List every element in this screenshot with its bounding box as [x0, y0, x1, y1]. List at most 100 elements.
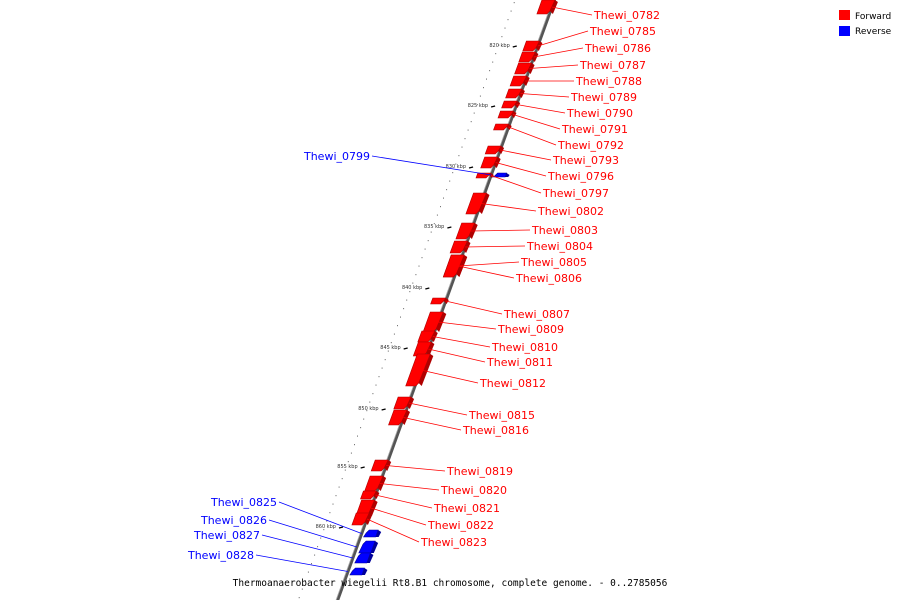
gene-leader-line	[255, 554, 348, 572]
outer-dotted-track	[298, 2, 515, 599]
gene-label: Thewi_0802	[537, 205, 604, 218]
gene-arrow	[501, 100, 518, 109]
gene-label: Thewi_0797	[542, 187, 609, 200]
gene-arrow-shade	[426, 342, 435, 356]
gene-label: Thewi_0810	[491, 341, 558, 354]
gene-leader-line	[375, 494, 433, 509]
track-dot	[479, 95, 481, 97]
gene-label: Thewi_0788	[575, 75, 642, 88]
gene-leader-line	[261, 534, 353, 559]
track-dot	[314, 554, 316, 556]
gene-arrow	[484, 145, 502, 155]
track-dot	[375, 384, 377, 386]
gene-leader-line	[366, 518, 420, 543]
scale-tick-label: 830 kbp	[446, 164, 466, 170]
gene-label: Thewi_0785	[589, 25, 656, 38]
track-dot	[458, 155, 460, 157]
gene-arrow	[497, 110, 515, 119]
track-dot	[304, 580, 306, 582]
track-dot	[409, 291, 411, 293]
track-dot	[360, 427, 362, 429]
gene-arrow-shade	[375, 530, 382, 537]
track-dot	[486, 78, 487, 80]
gene-label: Thewi_0807	[503, 308, 570, 321]
legend-forward-swatch	[839, 10, 850, 20]
track-dot	[427, 240, 429, 242]
track-dot	[317, 546, 319, 548]
track-dot	[418, 265, 420, 267]
gene-label: Thewi_0806	[515, 272, 582, 285]
gene-arrow	[417, 330, 436, 343]
scale-tick-label: 835 kbp	[424, 224, 444, 230]
gene-label: Thewi_0820	[440, 484, 507, 497]
gene-label: Thewi_0782	[593, 9, 660, 22]
track-dot	[495, 53, 497, 55]
track-dot	[446, 189, 448, 191]
gene-leader-line	[408, 402, 468, 416]
scale-tick-label: 820 kbp	[489, 43, 509, 49]
gene-leader-line	[551, 6, 593, 16]
gene-label: Thewi_0825	[210, 496, 277, 509]
track-dot	[387, 350, 389, 352]
track-dot	[338, 486, 340, 488]
track-dot	[424, 248, 426, 250]
legend-reverse-label: Reverse	[855, 27, 892, 37]
gene-leader-line	[533, 47, 584, 58]
track-dot	[421, 257, 423, 259]
track-dot	[455, 163, 457, 165]
gene-arrow	[360, 490, 377, 500]
scale-tick	[381, 408, 386, 411]
gene-leader-line	[370, 507, 427, 526]
gene-leader-line	[470, 229, 531, 232]
gene-leader-line	[458, 261, 520, 267]
gene-leader-line	[371, 155, 492, 176]
track-dot	[397, 325, 398, 327]
track-dot	[335, 495, 337, 497]
gene-leader-line	[386, 465, 446, 472]
track-dot	[323, 529, 325, 531]
track-dot	[393, 333, 395, 335]
gene-label: Thewi_0803	[531, 224, 598, 237]
gene-leader-line	[480, 203, 537, 212]
gene-leader-line	[512, 114, 561, 130]
track-dot	[372, 393, 374, 395]
track-dot	[347, 461, 349, 463]
track-dot	[298, 597, 300, 599]
gene-arrow	[480, 156, 499, 169]
gene-arrow-shade	[370, 541, 379, 553]
track-dot	[332, 503, 334, 505]
gene-arrow	[442, 254, 465, 278]
gene-leader-line	[403, 417, 462, 431]
gene-label: Thewi_0789	[570, 91, 637, 104]
gene-leader-line	[520, 93, 570, 98]
track-dot	[492, 61, 494, 63]
gene-arrow	[354, 552, 371, 564]
track-dot	[464, 138, 466, 140]
gene-leader-line	[495, 162, 547, 177]
gene-label: Thewi_0819	[446, 465, 513, 478]
gene-label: Thewi_0790	[566, 107, 633, 120]
gene-label: Thewi_0805	[520, 256, 587, 269]
gene-leader-line	[537, 30, 589, 47]
track-dot	[489, 70, 491, 72]
gene-labels: Thewi_0782 Thewi_0785 Thewi_0786 Thewi_0787…	[187, 6, 660, 572]
gene-arrow	[505, 88, 523, 99]
scale-ticks: 820 kbp 825 kbp 830 kbp 835 kbp 840 kbp 845 k…	[316, 43, 517, 530]
track-dot	[326, 520, 328, 522]
gene-arrow	[455, 222, 476, 240]
track-dot	[357, 435, 358, 437]
track-dot	[436, 214, 438, 216]
track-dot	[443, 197, 444, 199]
gene-arrow	[514, 62, 533, 75]
genome-title: Thermoanaerobacter wiegelii Rt8.B1 chrom…	[232, 578, 668, 589]
scale-tick-label: 825 kbp	[468, 103, 488, 109]
track-dot	[415, 274, 417, 276]
gene-leader-line	[428, 348, 486, 363]
gene-label: Thewi_0804	[526, 240, 593, 253]
gene-label: Thewi_0823	[420, 536, 487, 549]
gene-arrow	[393, 396, 412, 410]
track-dot	[412, 282, 414, 284]
track-dot	[320, 537, 322, 539]
legend-reverse-swatch	[839, 26, 850, 36]
